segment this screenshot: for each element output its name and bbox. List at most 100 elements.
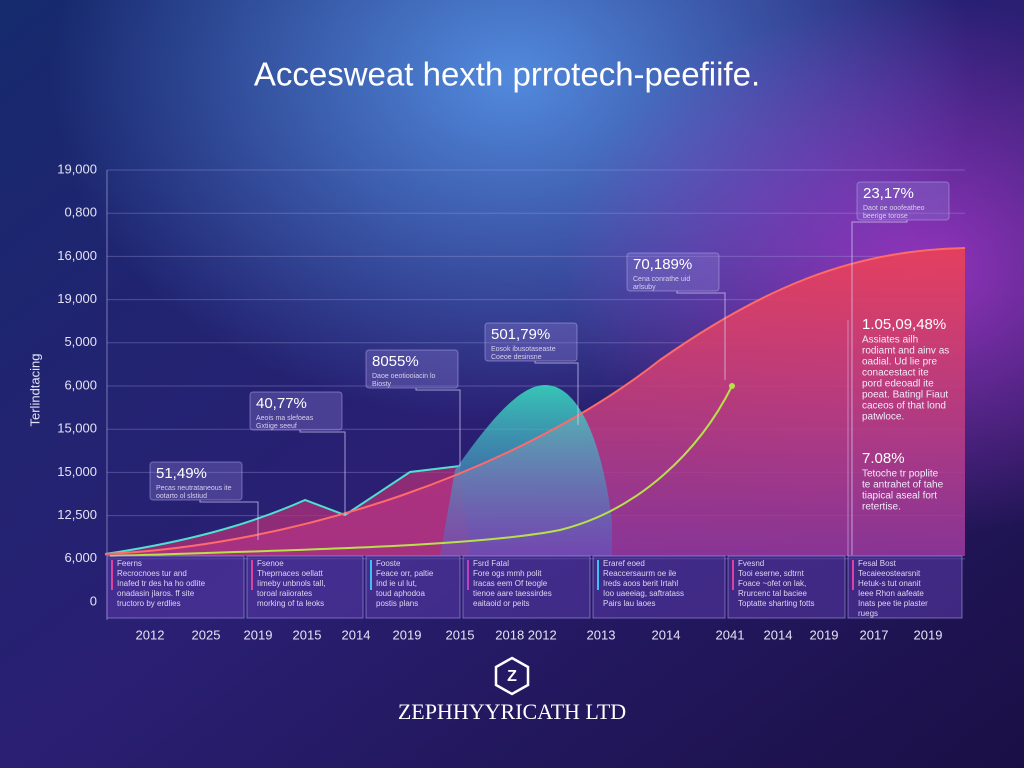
note-text: Iimeby unbnols tall,: [257, 579, 325, 588]
note-box: [847, 555, 963, 619]
side-text: caceos of that lond: [862, 401, 946, 412]
note-text: Ireds aoos berit Irtahl: [603, 579, 678, 588]
note-box: [592, 555, 726, 619]
note-text: Foace ~ofet on lak,: [738, 579, 806, 588]
callout-text: Gxtiige seeuf: [256, 423, 297, 430]
x-tick-label: 2012: [136, 627, 165, 642]
x-tick-label: 2017: [860, 627, 889, 642]
y-tick-label: 6,000: [64, 377, 97, 392]
note-text: Inats pee tie plaster: [858, 599, 928, 608]
x-tick-label: 2019: [810, 627, 839, 642]
callout-text: Cena conrathe uid: [633, 276, 690, 283]
line-teal: [104, 465, 461, 555]
note-text: Tecaieeostearsnit: [858, 569, 921, 578]
side-text: conacestact ite: [862, 368, 929, 379]
note-box: [727, 555, 846, 619]
side-text: poeat. Batingl Fiaut: [862, 390, 948, 401]
x-tick-label: 2019: [914, 627, 943, 642]
callout-box: [856, 181, 950, 221]
y-tick-label: 16,000: [57, 248, 97, 263]
callout-value: 8055%: [372, 353, 419, 370]
y-tick-label: 5,000: [64, 334, 97, 349]
note-text: Ind ie ul lut,: [376, 579, 417, 588]
callout-value: 23,17%: [863, 185, 914, 202]
callout-text: Aeois ma slefoeas: [256, 415, 314, 422]
callout-box: [626, 252, 720, 292]
note-text: Eraref eoed: [603, 559, 645, 568]
note-text: Hetuk-s tut onanit: [858, 579, 921, 588]
note-text: tienoe aare taessirdes: [473, 589, 552, 598]
note-text: Fooste: [376, 559, 401, 568]
callout-text: Pecas neutrataneous ite: [156, 485, 232, 492]
logo-text: ZEPHHYYRICATH LTD: [398, 699, 626, 724]
note-box: [106, 555, 245, 619]
note-box: [365, 555, 461, 619]
y-tick-label: 15,000: [57, 464, 97, 479]
note-text: Recrocnoes tur and: [117, 569, 187, 578]
note-text: eaitaoid or peits: [473, 599, 529, 608]
note-box: [246, 555, 364, 619]
callout-box: [149, 461, 243, 501]
note-text: Pairs lau laoes: [603, 599, 655, 608]
note-text: Rrurcenc tal baciee: [738, 589, 807, 598]
leader-line: [299, 430, 346, 515]
leader-line: [851, 220, 908, 555]
y-tick-label: 0: [90, 593, 97, 608]
note-text: Inafed tr des ha ho odlite: [117, 579, 206, 588]
note-text: toroal raiiorates: [257, 589, 312, 598]
note-text: Fesal Bost: [858, 559, 897, 568]
side-value: 7.08%: [862, 450, 905, 467]
logo-icon: Z: [494, 656, 530, 696]
note-text: Fore ogs mmh polit: [473, 569, 542, 578]
note-text: Fsrd Fatal: [473, 559, 509, 568]
area-red: [105, 248, 965, 556]
y-tick-label: 19,000: [57, 291, 97, 306]
callout-value: 51,49%: [156, 465, 207, 482]
point: [729, 383, 735, 389]
leader-line: [676, 291, 726, 380]
callout-value: 501,79%: [491, 326, 550, 343]
callout-value: 70,189%: [633, 256, 692, 273]
note-text: Ieee Rhon aafeate: [858, 589, 924, 598]
note-text: Fvesnd: [738, 559, 764, 568]
y-tick-label: 6,000: [64, 550, 97, 565]
callout-text: Biosty: [372, 381, 392, 388]
callout-text: beerige torose: [863, 213, 908, 220]
side-text: oadial. Ud lie pre: [862, 357, 937, 368]
x-tick-label: 2025: [192, 627, 221, 642]
note-text: Theprnaces oellatt: [257, 569, 324, 578]
x-tick-label: 2019: [244, 627, 273, 642]
svg-text:Z: Z: [507, 668, 517, 685]
area-pink: [105, 466, 470, 556]
note-text: Reaccersaurm oe ile: [603, 569, 677, 578]
callout-text: ootarto ol slstiud: [156, 493, 207, 500]
callout-text: Daot oe ooofeatheo: [863, 205, 925, 212]
y-tick-label: 12,500: [57, 507, 97, 522]
callout-text: Daoe oeotiooiacin lo: [372, 373, 436, 380]
note-box: [462, 555, 591, 619]
side-text: tiapical aseal fort: [862, 491, 937, 502]
side-value: 1.05,09,48%: [862, 316, 946, 333]
callout-text: arlsuby: [633, 284, 656, 291]
y-axis-label: Terlindtacing: [27, 354, 42, 427]
y-tick-label: 19,000: [57, 161, 97, 176]
note-text: onadasin jlaros. ff site: [117, 589, 195, 598]
leader-line: [415, 388, 461, 466]
line-red: [104, 247, 966, 555]
note-text: toud aphodoa: [376, 589, 425, 598]
note-text: postis plans: [376, 599, 418, 608]
side-text: patwloce.: [862, 412, 904, 423]
note-text: Iracas eem Of teogle: [473, 579, 548, 588]
leader-line: [199, 500, 259, 540]
callout-box: [484, 322, 578, 362]
x-tick-label: 2014: [764, 627, 793, 642]
x-tick-label: 2015: [446, 627, 475, 642]
callout-box: [365, 349, 459, 389]
side-text: Assiates ailh: [862, 335, 918, 346]
x-labels: 2012 2025 2019 2015 2014 2019 2015 2018 2012 201…: [136, 627, 943, 642]
side-text: rodiamt and ainv as: [862, 346, 949, 357]
